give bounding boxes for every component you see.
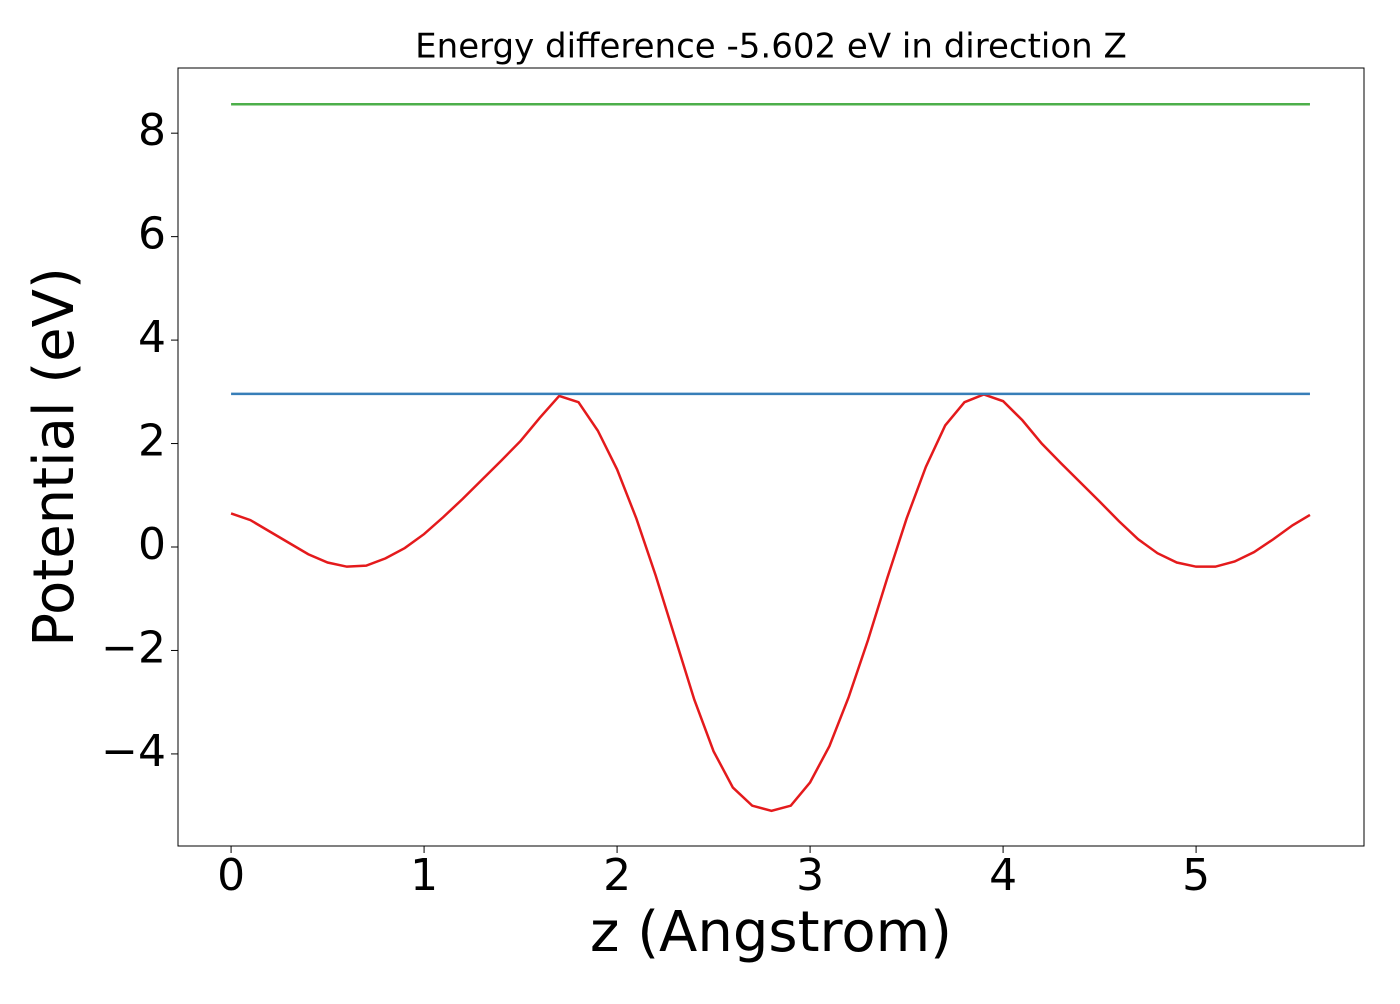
y-tick-label: 6	[138, 209, 166, 260]
y-tick-label: 2	[138, 416, 166, 467]
series-line	[230, 393, 1311, 813]
x-tick-label: 4	[989, 850, 1017, 901]
y-tick-label: 4	[138, 312, 166, 363]
chart-title: Energy difference -5.602 eV in direction…	[415, 27, 1127, 67]
x-tick-label: 1	[410, 850, 438, 901]
x-tick-label: 0	[217, 850, 245, 901]
y-axis-label: Potential (eV)	[22, 267, 87, 647]
y-tick-label: −4	[101, 726, 166, 777]
plot-frame	[177, 67, 1365, 847]
x-axis-label: z (Angstrom)	[590, 900, 952, 965]
y-tick-label: 8	[138, 105, 166, 156]
x-tick-label: 2	[603, 850, 631, 901]
x-tick-label: 3	[796, 850, 824, 901]
y-tick-label: −2	[101, 622, 166, 673]
y-tick-label: 0	[138, 519, 166, 570]
x-tick-label: 5	[1182, 850, 1210, 901]
